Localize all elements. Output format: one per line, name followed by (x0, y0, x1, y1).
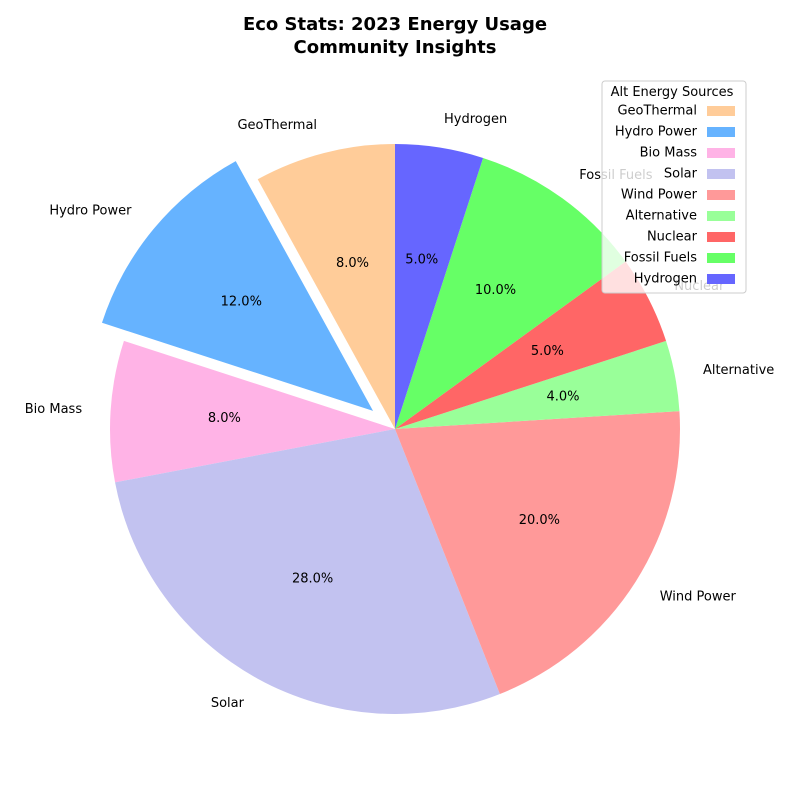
legend-swatch-nuclear (707, 232, 735, 242)
category-label-hydro-power: Hydro Power (49, 204, 132, 219)
legend-label-solar: Solar (664, 167, 698, 182)
slice-solar (115, 429, 500, 715)
legend-label-wind-power: Wind Power (621, 188, 698, 203)
legend-swatch-geothermal (707, 106, 735, 116)
legend-swatch-hydro-power (707, 127, 735, 137)
percent-label-hydrogen: 5.0% (405, 253, 438, 268)
slice-geothermal (257, 144, 395, 429)
percent-label-solar: 28.0% (292, 571, 333, 586)
category-label-wind-power: Wind Power (660, 589, 737, 604)
percent-label-alternative: 4.0% (546, 389, 579, 404)
slice-fossil-fuels (395, 157, 626, 429)
legend-swatch-hydrogen (707, 274, 735, 284)
chart-subtitle: Community Insights (294, 37, 497, 58)
legend-label-alternative: Alternative (626, 209, 697, 224)
slice-alternative (395, 340, 680, 429)
slice-bio-mass (109, 340, 395, 483)
legend-label-geothermal: GeoThermal (617, 104, 697, 119)
legend-swatch-fossil-fuels (707, 253, 735, 263)
pie-slices (101, 144, 680, 715)
legend-label-fossil-fuels: Fossil Fuels (624, 251, 697, 266)
category-label-geothermal: GeoThermal (237, 118, 317, 133)
category-label-solar: Solar (211, 696, 245, 711)
legend-swatch-wind-power (707, 190, 735, 200)
legend-swatch-alternative (707, 211, 735, 221)
category-label-alternative: Alternative (703, 363, 774, 378)
percent-label-wind-power: 20.0% (519, 513, 560, 528)
legend-swatch-bio-mass (707, 148, 735, 158)
slice-nuclear (395, 261, 667, 429)
legend-label-bio-mass: Bio Mass (640, 146, 698, 161)
percent-label-geothermal: 8.0% (336, 256, 369, 271)
category-label-bio-mass: Bio Mass (25, 402, 83, 417)
slice-hydrogen (395, 144, 484, 429)
legend-title: Alt Energy Sources (611, 85, 734, 100)
legend-swatch-solar (707, 169, 735, 179)
slice-wind-power (395, 411, 680, 694)
legend: Alt Energy Sources GeoThermal Hydro Power… (601, 80, 747, 294)
legend-label-nuclear: Nuclear (647, 230, 698, 245)
category-label-hydrogen: Hydrogen (444, 112, 507, 127)
legend-items: GeoThermal Hydro Power Bio Mass Solar Wind P… (615, 104, 735, 287)
percent-label-hydro-power: 12.0% (221, 294, 262, 309)
legend-label-hydro-power: Hydro Power (615, 125, 698, 140)
chart-title: Eco Stats: 2023 Energy Usage (243, 14, 547, 35)
slice-hydro-power (101, 161, 374, 411)
percent-label-nuclear: 5.0% (531, 344, 564, 359)
percent-label-bio-mass: 8.0% (208, 411, 241, 426)
legend-label-hydrogen: Hydrogen (634, 272, 697, 287)
percent-label-fossil-fuels: 10.0% (475, 283, 516, 298)
pie-labels: GeoThermal 8.0% Hydro Power 12.0% Bio Mass 8.… (25, 112, 775, 711)
